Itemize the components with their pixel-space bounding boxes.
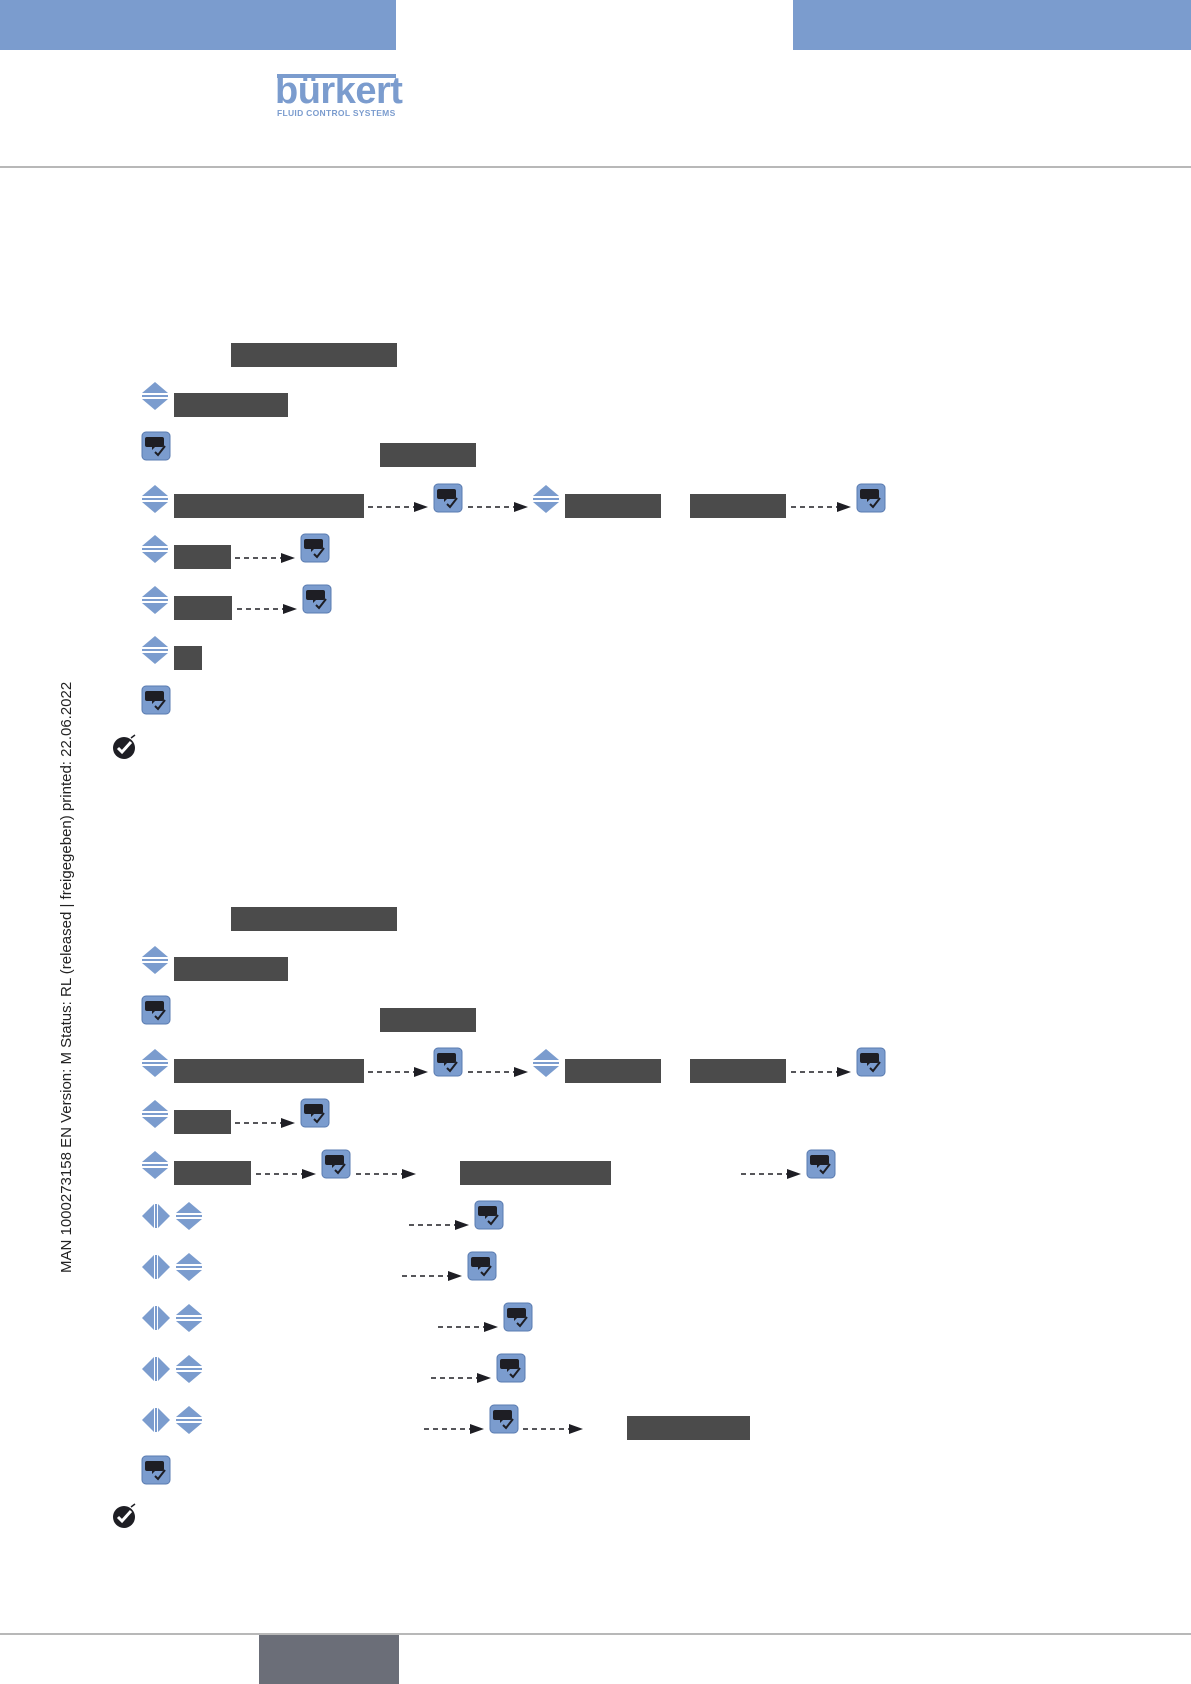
- display-box: [174, 1110, 231, 1134]
- display-box: [174, 393, 288, 417]
- display-box: [174, 646, 202, 670]
- dashed-arrow-icon: [741, 1167, 801, 1179]
- up-down-arrow-keys-icon: [175, 1303, 203, 1333]
- confirm-key-icon: [503, 1302, 533, 1332]
- dashed-arrow-icon: [468, 1065, 528, 1077]
- header-band-left: [0, 0, 396, 50]
- confirm-key-icon: [321, 1149, 351, 1179]
- dashed-arrow-icon: [235, 551, 295, 563]
- confirm-key-icon: [856, 483, 886, 513]
- display-box: [174, 1161, 251, 1185]
- confirm-key-icon: [467, 1251, 497, 1281]
- confirm-key-icon: [300, 1098, 330, 1128]
- up-down-arrow-keys-icon: [141, 1048, 169, 1078]
- up-down-arrow-keys-icon: [141, 381, 169, 411]
- display-box: [174, 957, 288, 981]
- dashed-arrow-icon: [791, 1065, 851, 1077]
- display-box: [174, 545, 231, 569]
- confirm-key-icon: [141, 431, 171, 461]
- display-box: [380, 1008, 476, 1032]
- dashed-arrow-icon: [256, 1167, 316, 1179]
- display-box: [690, 1059, 786, 1083]
- up-down-arrow-keys-icon: [141, 1099, 169, 1129]
- dashed-arrow-icon: [368, 500, 428, 512]
- up-down-arrow-keys-icon: [175, 1354, 203, 1384]
- dashed-arrow-icon: [438, 1320, 498, 1332]
- dashed-arrow-icon: [468, 500, 528, 512]
- header-band-right: [793, 0, 1191, 50]
- header-rule: [0, 166, 1191, 168]
- confirm-key-icon: [433, 1047, 463, 1077]
- display-box: [174, 494, 364, 518]
- dashed-arrow-icon: [402, 1269, 462, 1281]
- confirm-key-icon: [300, 533, 330, 563]
- left-right-arrow-keys-icon: [141, 1303, 171, 1333]
- dashed-arrow-icon: [424, 1422, 484, 1434]
- display-box: [380, 443, 476, 467]
- logo-wordmark: bürkert: [275, 70, 403, 112]
- left-right-arrow-keys-icon: [141, 1201, 171, 1231]
- display-box: [565, 1059, 661, 1083]
- burkert-logo: bürkert FLUID CONTROL SYSTEMS: [275, 70, 403, 122]
- up-down-arrow-keys-icon: [175, 1405, 203, 1435]
- left-right-arrow-keys-icon: [141, 1354, 171, 1384]
- up-down-arrow-keys-icon: [141, 534, 169, 564]
- up-down-arrow-keys-icon: [141, 484, 169, 514]
- up-down-arrow-keys-icon: [141, 945, 169, 975]
- confirm-key-icon: [141, 1455, 171, 1485]
- confirm-key-icon: [141, 995, 171, 1025]
- footer-rule: [0, 1633, 1191, 1635]
- logo-tagline: FLUID CONTROL SYSTEMS: [277, 108, 396, 118]
- confirm-key-icon: [474, 1200, 504, 1230]
- confirm-key-icon: [433, 483, 463, 513]
- confirm-key-icon: [489, 1404, 519, 1434]
- dashed-arrow-icon: [237, 602, 297, 614]
- confirm-key-icon: [856, 1047, 886, 1077]
- display-box: [231, 907, 397, 931]
- confirm-key-icon: [496, 1353, 526, 1383]
- document-status-margin-text: MAN 1000273158 EN Version: M Status: RL …: [58, 681, 75, 1273]
- display-box: [231, 343, 397, 367]
- up-down-arrow-keys-icon: [175, 1252, 203, 1282]
- display-box: [690, 494, 786, 518]
- display-box: [565, 494, 661, 518]
- confirm-key-icon: [141, 685, 171, 715]
- up-down-arrow-keys-icon: [141, 585, 169, 615]
- confirm-key-icon: [806, 1149, 836, 1179]
- dashed-arrow-icon: [523, 1422, 583, 1434]
- display-box: [174, 1059, 364, 1083]
- display-box: [627, 1416, 750, 1440]
- dashed-arrow-icon: [791, 500, 851, 512]
- left-right-arrow-keys-icon: [141, 1405, 171, 1435]
- logo-bar: [277, 74, 396, 78]
- up-down-arrow-keys-icon: [175, 1201, 203, 1231]
- confirm-key-icon: [302, 584, 332, 614]
- dashed-arrow-icon: [235, 1116, 295, 1128]
- dashed-arrow-icon: [368, 1065, 428, 1077]
- dashed-arrow-icon: [409, 1218, 469, 1230]
- up-down-arrow-keys-icon: [141, 1150, 169, 1180]
- display-box: [460, 1161, 611, 1185]
- up-down-arrow-keys-icon: [532, 484, 560, 514]
- left-right-arrow-keys-icon: [141, 1252, 171, 1282]
- footer-page-tab: [259, 1635, 399, 1684]
- dashed-arrow-icon: [356, 1167, 416, 1179]
- dashed-arrow-icon: [431, 1371, 491, 1383]
- checkmark-result-icon: [112, 734, 138, 760]
- up-down-arrow-keys-icon: [532, 1048, 560, 1078]
- checkmark-result-icon: [112, 1503, 138, 1529]
- display-box: [174, 596, 232, 620]
- up-down-arrow-keys-icon: [141, 635, 169, 665]
